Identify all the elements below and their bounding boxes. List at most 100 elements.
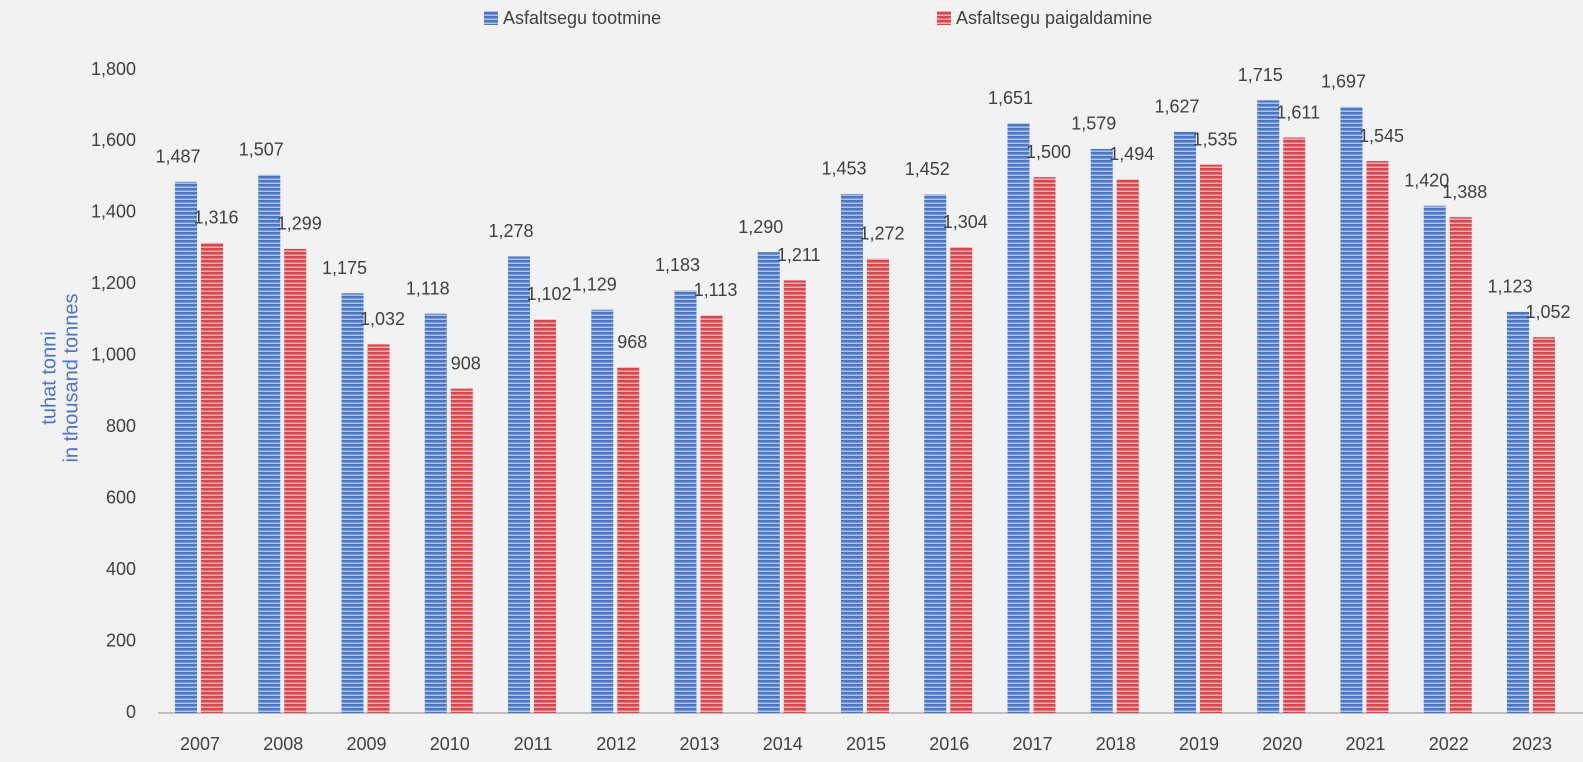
x-tick-label: 2007 [180,734,220,754]
data-label: 908 [451,353,481,373]
bar [867,258,889,713]
x-tick-label: 2021 [1345,734,1385,754]
bar [1449,217,1472,714]
bar [783,280,806,713]
data-label: 968 [617,332,647,352]
bar [1173,131,1196,713]
data-label: 1,129 [572,274,617,294]
bar [1033,177,1056,713]
x-tick-label: 2023 [1512,734,1552,754]
data-label: 1,183 [655,255,700,275]
y-tick-label: 600 [106,487,136,507]
bar [201,242,224,713]
x-tick-label: 2011 [514,734,553,754]
bar [924,194,947,713]
data-label: 1,611 [1276,102,1320,122]
x-tick-label: 2022 [1429,734,1469,754]
y-tick-label: 200 [106,630,136,650]
bar [1007,123,1030,713]
bar [1340,106,1363,714]
data-label: 1,102 [526,284,571,304]
data-label: 1,453 [821,159,866,179]
x-tick-label: 2014 [763,734,803,754]
bar [175,181,198,714]
x-tick-label: 2015 [846,734,886,754]
data-label: 1,494 [1109,144,1154,164]
data-label: 1,535 [1192,129,1237,149]
bar [1199,164,1222,714]
bar [700,315,723,713]
data-label: 1,420 [1404,170,1449,190]
data-label: 1,123 [1487,277,1532,297]
data-label: 1,388 [1442,182,1487,202]
bar [674,290,697,713]
data-label: 1,175 [322,258,367,278]
bar [591,309,614,713]
data-label: 1,487 [156,147,201,167]
data-label: 1,579 [1071,114,1116,134]
data-label: 1,500 [1026,142,1071,162]
bar [1506,311,1529,713]
y-tick-label: 1,600 [91,130,136,150]
bar [284,248,307,714]
x-tick-label: 2013 [679,734,719,754]
x-tick-label: 2018 [1096,734,1136,754]
data-label: 1,316 [194,208,239,228]
data-label: 1,507 [239,139,284,159]
data-label: 1,627 [1154,97,1199,117]
bar [1257,100,1280,713]
x-tick-label: 2020 [1262,734,1302,754]
y-tick-label: 1,200 [91,273,136,293]
legend-label: Asfaltsegu tootmine [503,8,661,28]
bar [950,247,973,713]
bar [757,252,780,713]
data-label: 1,272 [859,223,904,243]
data-label: 1,299 [277,214,322,234]
bar [1423,205,1446,713]
data-label: 1,452 [905,159,950,179]
data-label: 1,278 [488,221,533,241]
x-tick-label: 2009 [346,734,386,754]
data-label: 1,651 [988,88,1033,108]
y-tick-label: 0 [126,702,136,722]
y-tick-label: 1,400 [91,202,136,222]
bar [841,193,863,713]
y-tick-label: 1,800 [91,59,136,79]
x-tick-label: 2012 [596,734,636,754]
data-label: 1,304 [943,212,988,232]
bar [424,313,447,713]
bar [1090,148,1113,713]
y-tick-label: 800 [106,416,136,436]
x-tick-label: 2010 [430,734,470,754]
x-tick-label: 2019 [1179,734,1219,754]
bar [367,344,390,713]
x-tick-label: 2017 [1012,734,1052,754]
bar [450,388,473,713]
bar [1532,337,1555,713]
x-tick-label: 2008 [263,734,303,754]
data-label: 1,290 [738,217,783,237]
bar [1116,179,1139,713]
legend-label: Asfaltsegu paigaldamine [956,8,1152,28]
bar [534,319,557,713]
y-axis-title: in thousand tonnes [60,293,82,462]
x-tick-label: 2016 [929,734,969,754]
data-label: 1,118 [406,278,450,298]
bar [1366,161,1389,713]
data-label: 1,697 [1321,72,1366,92]
data-label: 1,211 [777,245,821,265]
bar [508,256,531,713]
data-label: 1,545 [1359,126,1404,146]
legend-swatch [484,11,498,25]
y-tick-label: 400 [106,559,136,579]
bar [341,293,364,713]
bar [1283,137,1306,713]
y-axis-title: tuhat tonni [38,331,60,424]
data-label: 1,052 [1525,302,1570,322]
data-label: 1,113 [694,280,738,300]
data-label: 1,032 [360,309,405,329]
y-tick-label: 1,000 [91,345,136,365]
data-label: 1,715 [1238,65,1283,85]
